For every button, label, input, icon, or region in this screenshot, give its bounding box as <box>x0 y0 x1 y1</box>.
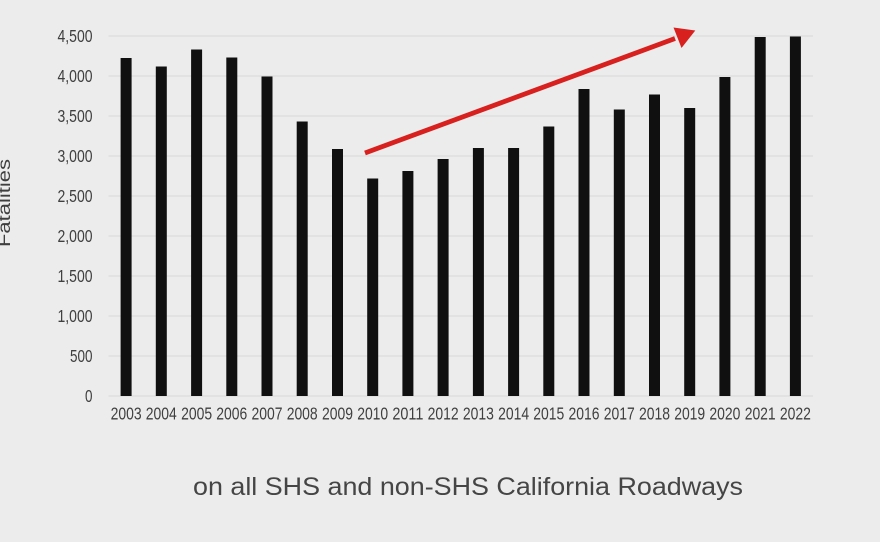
svg-text:2013: 2013 <box>463 404 494 424</box>
svg-text:4,000: 4,000 <box>58 66 93 86</box>
svg-text:2021: 2021 <box>745 404 776 424</box>
svg-text:2018: 2018 <box>639 404 670 424</box>
svg-text:2020: 2020 <box>709 404 740 424</box>
svg-text:2019: 2019 <box>674 404 705 424</box>
svg-text:2016: 2016 <box>569 404 600 424</box>
svg-text:2,500: 2,500 <box>58 186 93 206</box>
svg-text:1,500: 1,500 <box>58 266 93 286</box>
svg-text:3,000: 3,000 <box>58 146 93 166</box>
svg-text:Fatalities: Fatalities <box>0 159 14 247</box>
svg-text:2003: 2003 <box>111 404 142 424</box>
svg-text:2011: 2011 <box>392 404 423 424</box>
svg-text:2022: 2022 <box>780 404 811 424</box>
svg-text:on all SHS and non-SHS Califor: on all SHS and non-SHS California Roadwa… <box>193 473 743 501</box>
svg-text:4,500: 4,500 <box>58 26 93 46</box>
svg-text:2,000: 2,000 <box>58 226 93 246</box>
svg-text:2006: 2006 <box>216 404 247 424</box>
svg-text:2009: 2009 <box>322 404 353 424</box>
svg-text:2014: 2014 <box>498 404 529 424</box>
svg-text:2005: 2005 <box>181 404 212 424</box>
svg-text:500: 500 <box>70 346 93 366</box>
svg-text:2008: 2008 <box>287 404 318 424</box>
svg-text:2015: 2015 <box>533 404 564 424</box>
svg-text:2007: 2007 <box>252 404 283 424</box>
svg-text:2004: 2004 <box>146 404 177 424</box>
svg-text:0: 0 <box>85 386 93 406</box>
svg-text:3,500: 3,500 <box>58 106 93 126</box>
svg-text:2010: 2010 <box>357 404 388 424</box>
svg-text:1,000: 1,000 <box>58 306 93 326</box>
svg-text:2012: 2012 <box>428 404 459 424</box>
svg-text:2017: 2017 <box>604 404 635 424</box>
